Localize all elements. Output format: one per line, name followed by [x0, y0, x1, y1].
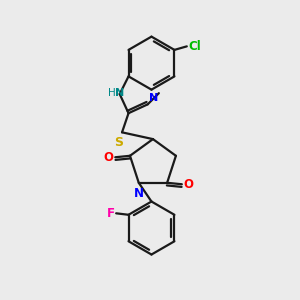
Text: N: N: [134, 188, 144, 200]
Text: N: N: [149, 94, 158, 103]
Text: F: F: [107, 207, 115, 220]
Text: H: H: [108, 88, 116, 98]
Text: N: N: [115, 88, 124, 98]
Text: Cl: Cl: [188, 40, 201, 53]
Text: O: O: [184, 178, 194, 191]
Text: S: S: [115, 136, 124, 149]
Text: O: O: [103, 151, 113, 164]
